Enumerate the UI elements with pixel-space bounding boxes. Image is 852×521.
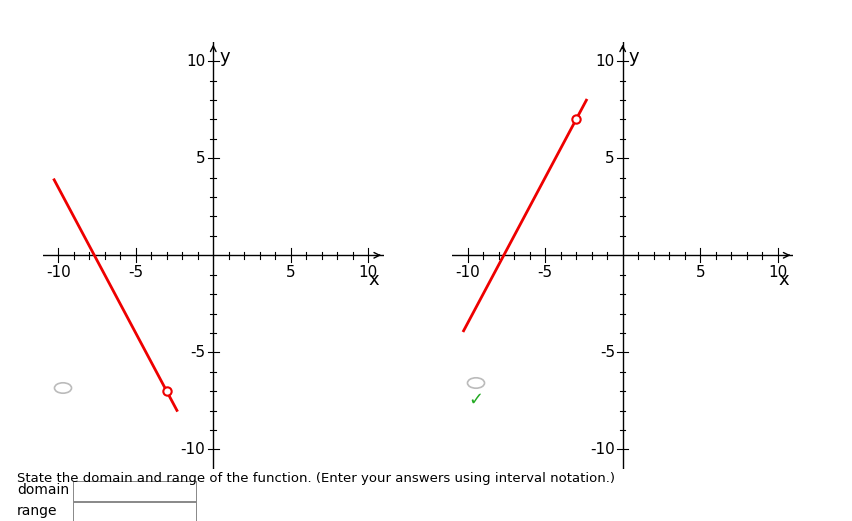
Text: y: y bbox=[628, 47, 639, 66]
Text: x: x bbox=[777, 271, 788, 289]
Text: 5: 5 bbox=[605, 151, 614, 166]
Text: -5: -5 bbox=[128, 265, 143, 280]
Text: range: range bbox=[17, 504, 57, 517]
Text: 5: 5 bbox=[285, 265, 296, 280]
Text: -10: -10 bbox=[181, 442, 205, 457]
Text: -10: -10 bbox=[590, 442, 614, 457]
Text: 10: 10 bbox=[768, 265, 786, 280]
Text: 10: 10 bbox=[186, 54, 205, 69]
Text: -5: -5 bbox=[599, 345, 614, 360]
Text: -10: -10 bbox=[46, 265, 71, 280]
Text: domain: domain bbox=[17, 483, 69, 497]
Text: x: x bbox=[368, 271, 379, 289]
Text: 10: 10 bbox=[595, 54, 614, 69]
Text: ✓: ✓ bbox=[468, 391, 483, 409]
Text: 5: 5 bbox=[196, 151, 205, 166]
Text: 5: 5 bbox=[694, 265, 705, 280]
Text: State the domain and range of the function. (Enter your answers using interval n: State the domain and range of the functi… bbox=[17, 472, 614, 485]
Text: y: y bbox=[219, 47, 230, 66]
Text: -5: -5 bbox=[190, 345, 205, 360]
Text: -5: -5 bbox=[537, 265, 552, 280]
Text: -10: -10 bbox=[455, 265, 480, 280]
Text: 10: 10 bbox=[359, 265, 377, 280]
